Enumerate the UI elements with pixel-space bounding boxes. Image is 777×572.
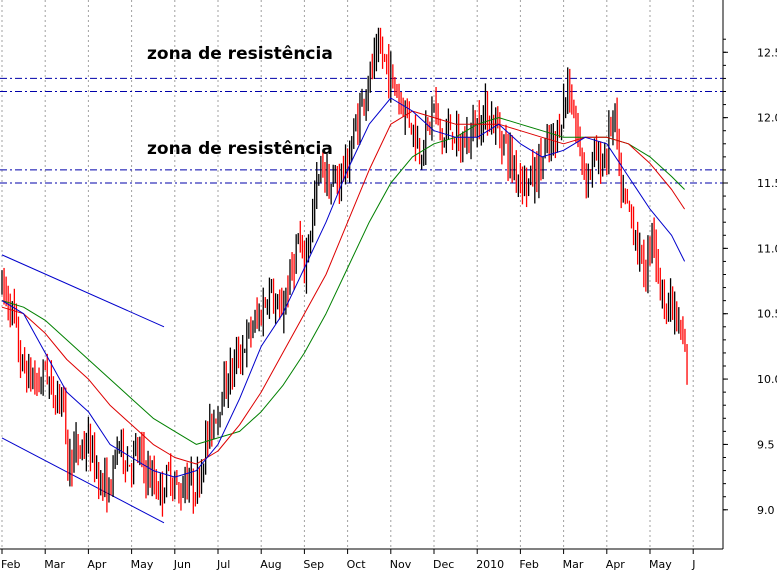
y-tick-label: 10.0 [757,373,777,386]
x-tick-label: J [691,558,695,571]
x-tick-label: Apr [606,558,626,571]
x-tick-label: Feb [519,558,538,571]
x-tick-label: Jun [173,558,191,571]
y-tick-label: 12.0 [757,112,777,125]
ma-mid-line [1,110,686,465]
x-tick-label: Mar [44,558,65,571]
ma-short-line [1,97,686,478]
ma-long-line [1,117,685,445]
candlesticks [1,27,688,517]
y-tick-label: 11.0 [757,242,777,255]
y-tick-label: 9.0 [757,504,775,517]
annotation-label: zona de resistência [147,44,333,64]
price-channel [1,254,165,524]
x-tick-label: 2010 [476,558,504,571]
channel-line [1,437,165,524]
annotation-label: zona de resistência [147,139,333,159]
x-axis: Feb Mar Apr May Jun Jul Aug Sep Oct Nov Dec 2010 Feb… [1,549,695,571]
y-tick-label: 11.5 [757,177,777,190]
y-axis: 9.0 9.5 10.0 10.5 11.0 11.5 12.0 12.5 [723,38,777,517]
x-tick-label: May [131,558,154,571]
y-tick-label: 10.5 [757,308,777,321]
y-tick-label: 12.5 [757,46,777,59]
x-tick-label: Sep [303,558,324,571]
moving-averages [1,97,686,478]
annotations: zona de resistência zona de resistência [147,44,333,159]
x-tick-label: Aug [260,558,281,571]
x-tick-label: Nov [390,558,412,571]
x-tick-label: Mar [563,558,584,571]
x-tick-label: Dec [433,558,454,571]
x-tick-label: Feb [1,558,20,571]
x-tick-label: Apr [87,558,107,571]
y-tick-label: 9.5 [757,438,775,451]
plot-background [0,0,723,549]
channel-line [1,254,165,328]
x-tick-label: Jul [216,558,230,571]
x-tick-label: Oct [347,558,367,571]
x-tick-label: May [649,558,672,571]
